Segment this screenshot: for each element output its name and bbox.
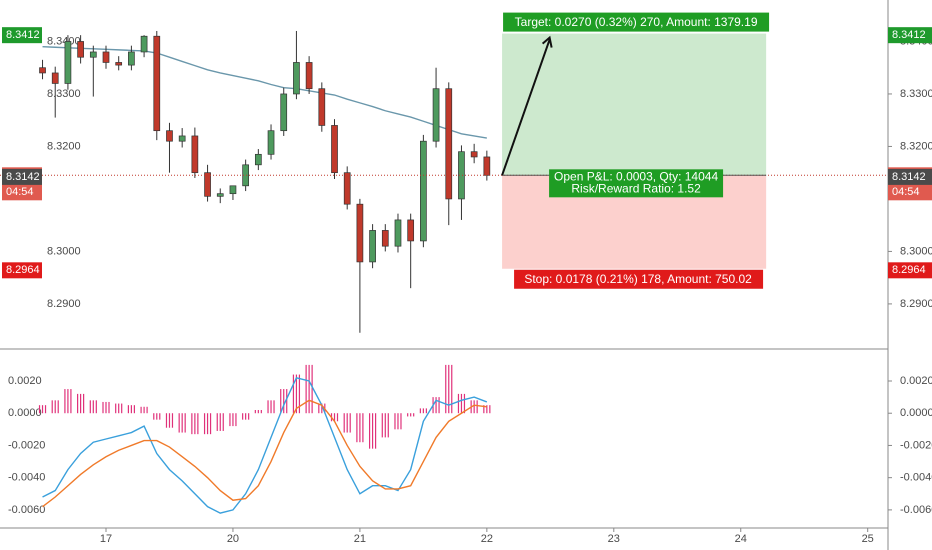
x-tick-label: 22 [481,533,493,545]
stop-label: Stop: 0.0178 (0.21%) 178, Amount: 750.02 [524,272,752,286]
info-label: Open P&L: 0.0003, Qty: 14044 [554,169,718,183]
candle-body [178,135,186,142]
candle-body [216,193,224,197]
y-tick-label: -0.0060 [900,504,932,516]
price-tag-bg [888,168,932,185]
price-tag-bg [2,27,42,44]
candle-body [458,151,465,200]
countdown-bg [888,184,932,201]
y-tick-label: -0.0040 [8,472,45,484]
indicator-line [42,376,488,514]
y-tick-label: -0.0020 [900,439,932,451]
trade-arrow [501,39,551,176]
candle-body [102,51,110,63]
y-tick-label: 8.3200 [900,140,932,152]
y-tick-label: 8.3200 [47,140,81,152]
candle-body [293,62,300,95]
indicator-line [42,399,487,508]
candle-body [64,41,72,84]
countdown: 04:54 [6,186,34,198]
y-tick-label: 0.0020 [8,375,42,387]
x-tick-label: 20 [227,533,239,545]
target-label: Target: 0.0270 (0.32%) 270, Amount: 1379… [515,15,758,29]
candle-body [229,185,237,195]
candle-body [115,62,123,66]
candle-body [140,35,148,53]
price-tag: 8.3142 [6,171,40,183]
y-tick-label: 8.2900 [900,298,932,310]
candle-body [483,156,491,176]
y-tick-label: -0.0040 [900,472,932,484]
candle-body [470,151,478,158]
price-tag: 8.3412 [892,29,926,41]
y-tick-label: 8.3000 [47,245,81,257]
y-tick-label: 8.3300 [900,88,932,100]
candle-body [267,130,275,155]
profit-zone [502,33,767,176]
candle-body [432,88,440,142]
info-label-bg [549,169,724,198]
y-tick-label: 8.3300 [47,88,81,100]
countdown-bg [2,184,42,201]
candle-body [39,67,46,74]
candle-body [356,203,364,263]
candle-body [407,219,415,242]
candle-body [381,230,389,247]
arrow-head [541,35,553,48]
candle-body [128,51,135,66]
target-label-bg [503,12,770,32]
candle-body [369,230,376,263]
candle-body [331,125,338,174]
y-tick-label: -0.0060 [8,504,45,516]
info-label: Risk/Reward Ratio: 1.52 [571,181,701,195]
candle-body [77,41,84,58]
price-tag-bg [2,168,42,185]
y-tick-label: 0.0020 [900,375,932,387]
price-tag: 8.3142 [892,171,926,183]
candle-body [153,35,161,132]
candle-body [420,140,427,242]
price-tag: 8.2964 [892,264,926,276]
candle-body [254,153,262,166]
price-tag: 8.2964 [6,264,40,276]
candle-body [191,135,199,174]
y-tick-label: 8.3000 [900,245,932,257]
x-tick-label: 25 [862,533,874,545]
price-tag-bg [888,262,932,279]
candle-body [89,51,97,58]
y-tick-label: 8.3400 [47,35,81,47]
candle-body [166,130,173,142]
price-tag: 8.3412 [6,29,40,41]
x-tick-label: 21 [354,533,366,545]
y-tick-label: 0.0000 [900,407,932,419]
candle-body [242,164,249,187]
y-tick-label: -0.0020 [8,439,45,451]
candle-body [445,88,453,200]
indicator-line [42,46,487,139]
candle-body [204,172,211,197]
candle-body [305,62,313,90]
candle-body [318,88,326,126]
x-tick-label: 24 [735,533,747,545]
candle-body [394,219,402,247]
price-tag-bg [2,262,42,279]
x-tick-label: 23 [608,533,620,545]
candle-body [343,172,351,205]
price-tag-bg [888,27,932,44]
candle-body [51,72,59,84]
countdown: 04:54 [892,186,920,198]
y-tick-label: 8.2900 [47,298,81,310]
x-tick-label: 17 [100,533,112,545]
stop-label-bg [514,269,764,289]
y-tick-label: 0.0000 [8,407,42,419]
candle-body [280,93,288,132]
